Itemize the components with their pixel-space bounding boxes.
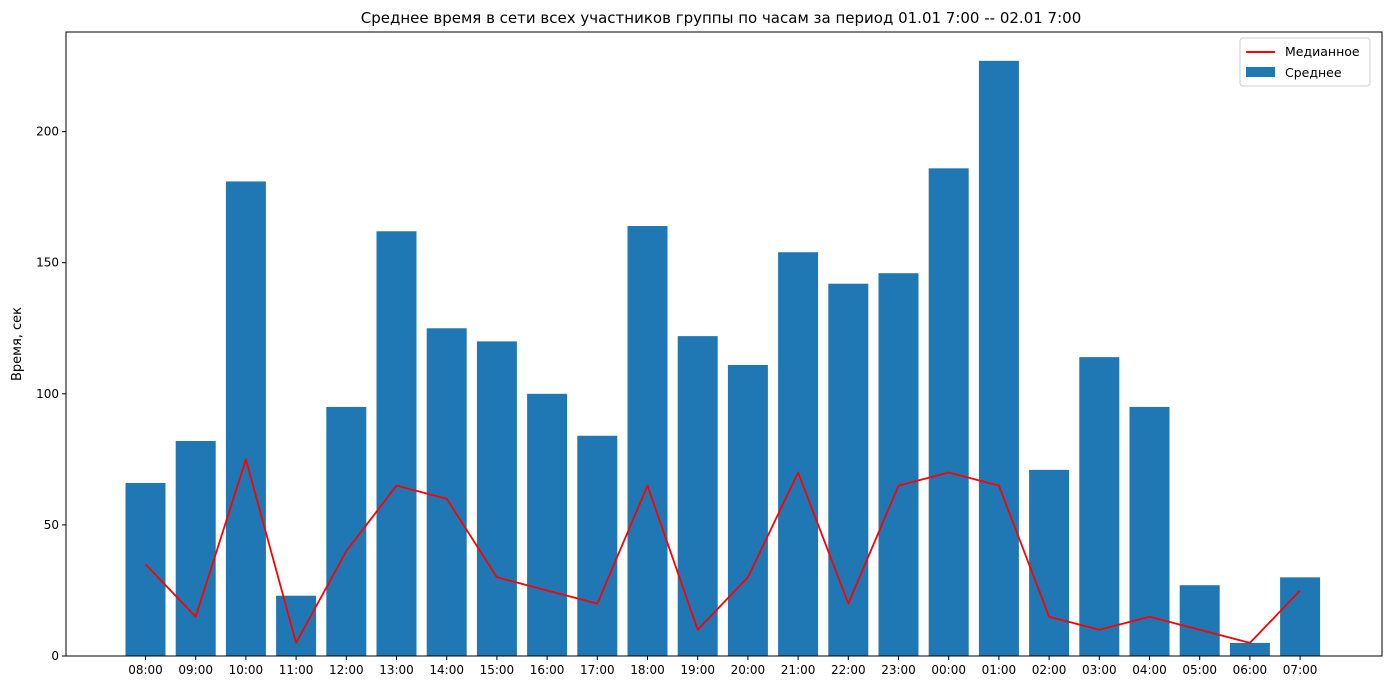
- x-tick-label: 16:00: [530, 663, 565, 677]
- bar-0400: [1129, 406, 1170, 656]
- x-ticks: 08:00 09:00 10:00 11:00 12:00 13:00 14:00 15:00…: [128, 656, 1317, 677]
- x-tick-label: 11:00: [279, 663, 314, 677]
- x-tick-label: 13:00: [379, 663, 414, 677]
- x-tick-label: 08:00: [128, 663, 163, 677]
- x-tick-label: 15:00: [480, 663, 515, 677]
- x-tick-label: 09:00: [178, 663, 213, 677]
- legend: Медианное Среднее: [1239, 37, 1371, 87]
- bar-series: [125, 60, 1321, 657]
- y-tick-label: 50: [44, 518, 59, 532]
- bar-2000: [727, 364, 768, 656]
- bar-1000: [225, 181, 266, 656]
- bar-2300: [878, 273, 919, 656]
- bar-1900: [677, 336, 718, 656]
- bar-0700: [1280, 577, 1321, 656]
- bar-0900: [175, 441, 216, 656]
- x-tick-label: 06:00: [1233, 663, 1268, 677]
- x-tick-label: 12:00: [329, 663, 364, 677]
- bar-0500: [1179, 585, 1220, 656]
- bar-1100: [276, 595, 317, 656]
- x-tick-label: 03:00: [1082, 663, 1117, 677]
- legend-label-mean: Среднее: [1285, 65, 1342, 80]
- bar-0300: [1079, 357, 1120, 656]
- bar-0600: [1229, 642, 1270, 656]
- bar-2200: [828, 283, 869, 656]
- bar-0000: [928, 168, 969, 657]
- median-line: [144, 458, 1301, 644]
- x-tick-label: 04:00: [1132, 663, 1167, 677]
- y-tick-label: 100: [36, 387, 59, 401]
- x-tick-label: 07:00: [1283, 663, 1318, 677]
- median-series: [144, 458, 1301, 644]
- legend-label-median: Медианное: [1285, 44, 1360, 59]
- x-tick-label: 21:00: [781, 663, 816, 677]
- x-tick-label: 01:00: [982, 663, 1017, 677]
- y-tick-label: 200: [36, 125, 59, 139]
- plot-frame: [65, 31, 1383, 657]
- bar-1500: [476, 341, 517, 656]
- bar-1300: [376, 231, 417, 656]
- axes: [65, 31, 1383, 657]
- bar-1800: [627, 226, 668, 657]
- x-tick-label: 02:00: [1032, 663, 1067, 677]
- chart-title: Среднее время в сети всех участников гру…: [361, 9, 1081, 27]
- x-tick-label: 20:00: [731, 663, 766, 677]
- x-tick-label: 10:00: [229, 663, 264, 677]
- x-tick-label: 19:00: [680, 663, 715, 677]
- bar-0100: [978, 60, 1019, 657]
- x-tick-label: 17:00: [580, 663, 615, 677]
- x-tick-label: 22:00: [831, 663, 866, 677]
- y-tick-label: 150: [36, 256, 59, 270]
- bar-0800: [125, 482, 166, 656]
- x-tick-label: 23:00: [881, 663, 916, 677]
- legend-bar-swatch: [1246, 67, 1275, 77]
- x-tick-label: 00:00: [931, 663, 966, 677]
- bar-0200: [1029, 469, 1070, 656]
- y-axis-label: Время, сек: [10, 307, 25, 381]
- bar-1400: [426, 328, 467, 656]
- y-ticks: 0 50 100 150 200: [36, 125, 66, 663]
- x-tick-label: 05:00: [1182, 663, 1217, 677]
- bar-1600: [527, 393, 568, 656]
- x-tick-label: 18:00: [630, 663, 665, 677]
- bar-1700: [577, 435, 618, 656]
- x-tick-label: 14:00: [429, 663, 464, 677]
- bar-1200: [326, 406, 367, 656]
- y-tick-label: 0: [51, 649, 59, 663]
- bar-2100: [778, 252, 819, 656]
